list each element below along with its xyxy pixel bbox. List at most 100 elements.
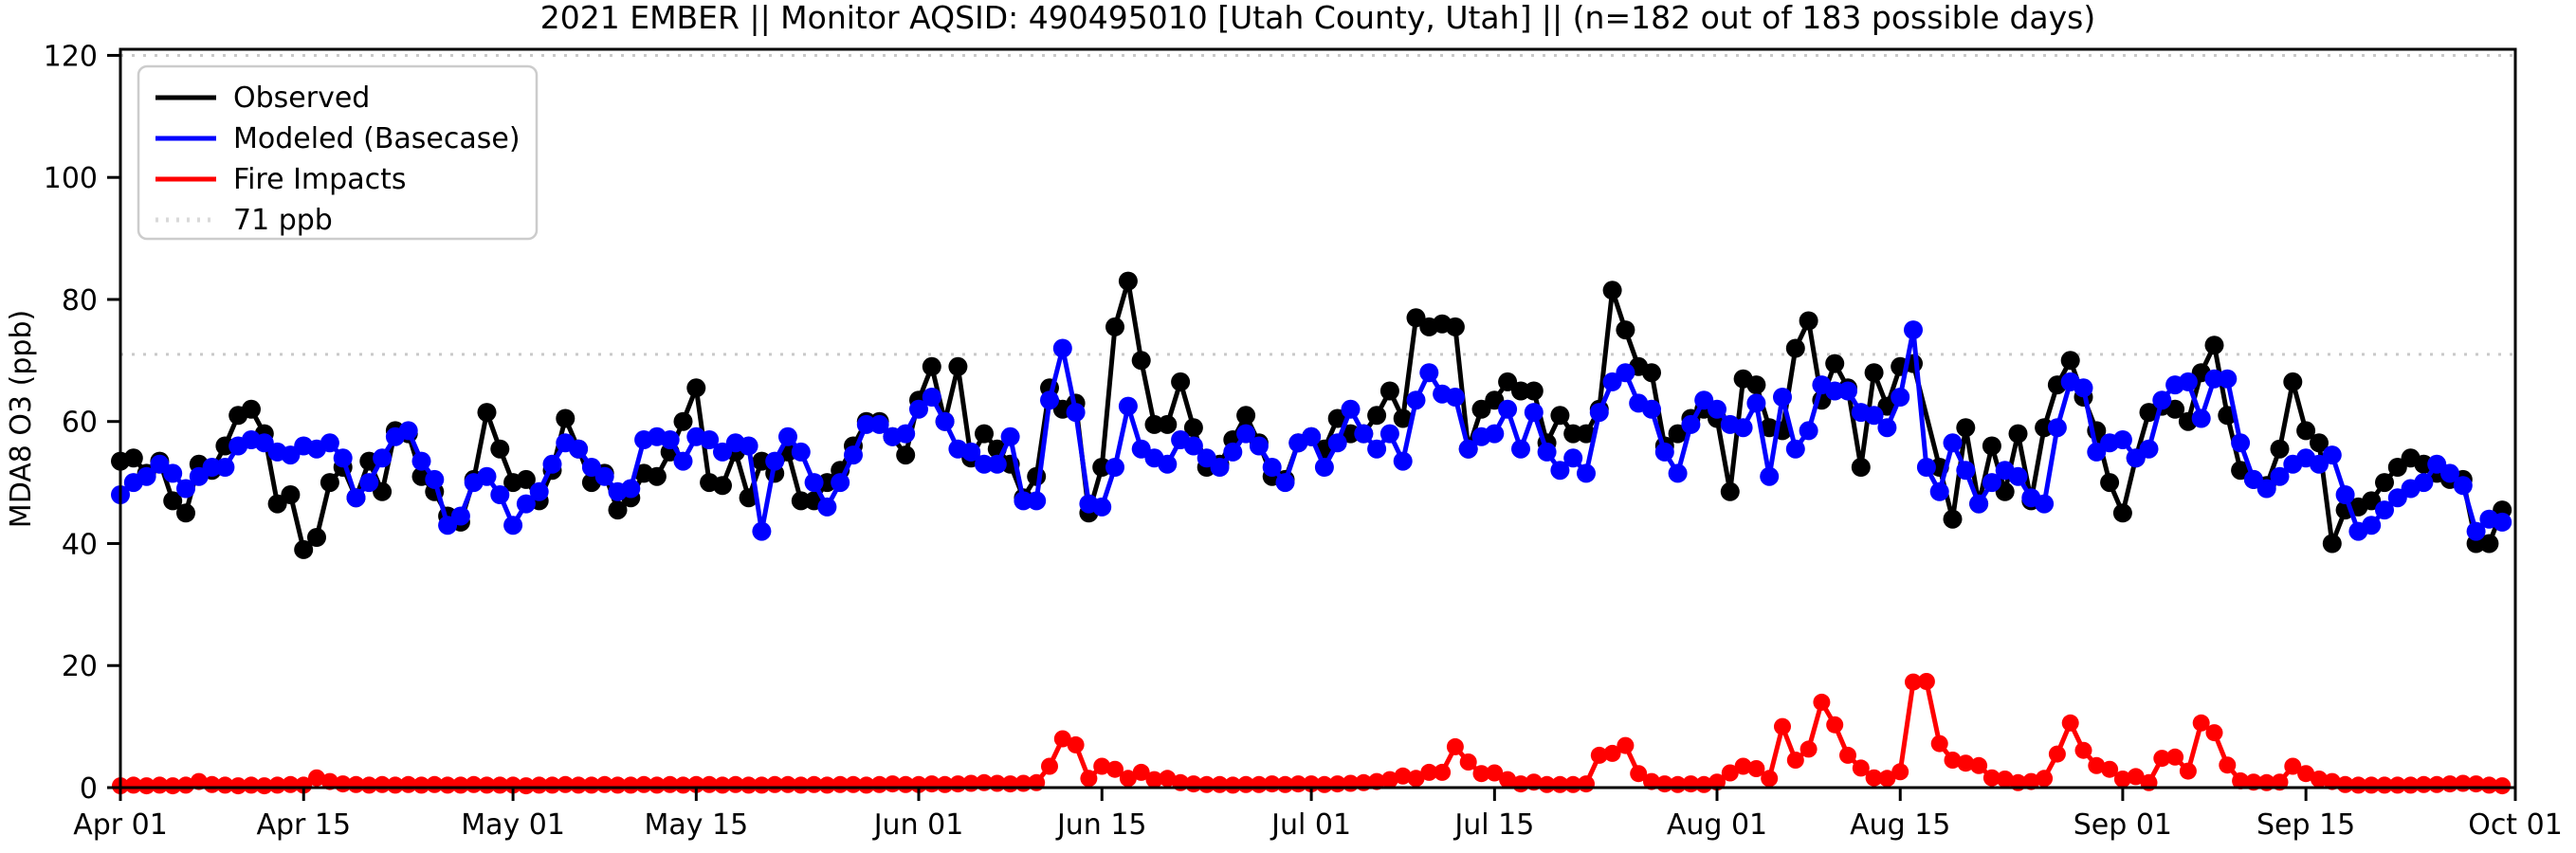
data-point xyxy=(1158,414,1178,434)
data-point xyxy=(1053,730,1071,748)
data-point xyxy=(2256,479,2276,499)
data-point xyxy=(1458,439,1478,459)
data-point xyxy=(478,776,496,794)
data-point xyxy=(935,411,955,431)
data-point xyxy=(1930,735,1948,753)
data-point xyxy=(2074,378,2093,398)
fire-impacts-line xyxy=(118,679,2505,789)
data-point xyxy=(307,528,326,547)
data-point xyxy=(1982,769,2001,787)
data-point xyxy=(1839,746,1856,764)
data-point xyxy=(268,776,286,794)
data-point xyxy=(1354,424,1374,444)
data-point xyxy=(713,476,732,496)
data-point xyxy=(1262,458,1282,477)
y-axis-label: MDA8 O3 (ppb) xyxy=(5,310,38,528)
data-point xyxy=(1956,418,1976,438)
data-point xyxy=(621,479,641,499)
data-point xyxy=(176,503,195,523)
data-point xyxy=(2322,445,2342,465)
data-point xyxy=(673,451,693,471)
data-point xyxy=(2311,771,2328,788)
data-point xyxy=(1106,760,1124,778)
data-point xyxy=(2179,762,2197,780)
x-tick-label: May 15 xyxy=(644,808,748,842)
data-point xyxy=(1236,406,1256,426)
y-tick-label: 60 xyxy=(62,407,98,440)
data-point xyxy=(818,776,836,794)
data-point xyxy=(1799,421,1818,441)
data-point xyxy=(1654,442,1674,462)
data-point xyxy=(1578,775,1595,793)
data-point xyxy=(1041,757,1058,775)
data-point xyxy=(765,451,785,471)
data-point xyxy=(2466,521,2486,541)
data-point xyxy=(1982,473,2001,493)
data-point xyxy=(1118,271,1138,291)
data-point xyxy=(294,539,314,559)
x-tick-label: Apr 01 xyxy=(73,808,168,842)
data-point xyxy=(844,445,863,465)
data-point xyxy=(477,403,497,423)
data-point xyxy=(2060,351,2080,371)
data-point xyxy=(1929,481,1949,501)
data-point xyxy=(137,466,156,486)
data-point xyxy=(2296,421,2316,441)
data-point xyxy=(411,451,431,471)
data-point xyxy=(856,414,876,434)
data-point xyxy=(1486,764,1504,782)
data-point xyxy=(2297,765,2315,783)
data-point xyxy=(792,776,810,794)
data-point xyxy=(1681,414,1701,434)
data-point xyxy=(1550,461,1570,481)
data-point xyxy=(609,776,627,794)
data-point xyxy=(164,777,182,795)
data-point xyxy=(151,776,169,794)
data-point xyxy=(1159,770,1177,788)
x-tick-label: May 01 xyxy=(461,808,565,842)
data-point xyxy=(1092,497,1112,517)
data-point xyxy=(1511,439,1530,459)
legend: Observed Modeled (Basecase) Fire Impacts… xyxy=(137,64,539,241)
data-point xyxy=(1851,458,1871,477)
data-point xyxy=(308,769,325,787)
data-point xyxy=(190,772,208,790)
data-point xyxy=(243,776,260,794)
data-point xyxy=(2191,408,2211,428)
data-point xyxy=(608,500,628,520)
data-point xyxy=(176,479,195,499)
data-point xyxy=(1224,776,1242,794)
data-point xyxy=(1838,381,1857,401)
data-point xyxy=(1668,463,1688,483)
data-point xyxy=(2088,756,2106,774)
data-point xyxy=(2362,516,2382,535)
data-point xyxy=(177,776,194,794)
data-point xyxy=(1419,363,1439,383)
data-point xyxy=(1105,317,1124,336)
data-point xyxy=(2402,776,2420,794)
data-point xyxy=(1066,403,1086,423)
data-point xyxy=(791,442,811,462)
legend-label-fire: Fire Impacts xyxy=(233,163,406,196)
data-point xyxy=(1956,461,1976,481)
x-tick-label: Sep 15 xyxy=(2256,808,2355,842)
data-point xyxy=(2127,768,2145,786)
data-point xyxy=(1852,759,1870,777)
data-point xyxy=(1617,736,1635,754)
data-point xyxy=(1813,693,1831,711)
data-point xyxy=(202,458,222,477)
data-point xyxy=(398,421,418,441)
data-point xyxy=(1406,390,1426,410)
data-point xyxy=(516,494,536,514)
data-point xyxy=(490,439,510,459)
data-point xyxy=(1327,433,1347,453)
data-point xyxy=(1785,439,1805,459)
data-point xyxy=(2494,777,2512,795)
data-point xyxy=(2270,439,2290,459)
data-point xyxy=(1904,320,1923,340)
data-point xyxy=(373,448,393,468)
data-point xyxy=(1524,403,1544,423)
data-point xyxy=(1905,673,1922,691)
data-point xyxy=(1877,418,1897,438)
data-point xyxy=(869,414,889,434)
